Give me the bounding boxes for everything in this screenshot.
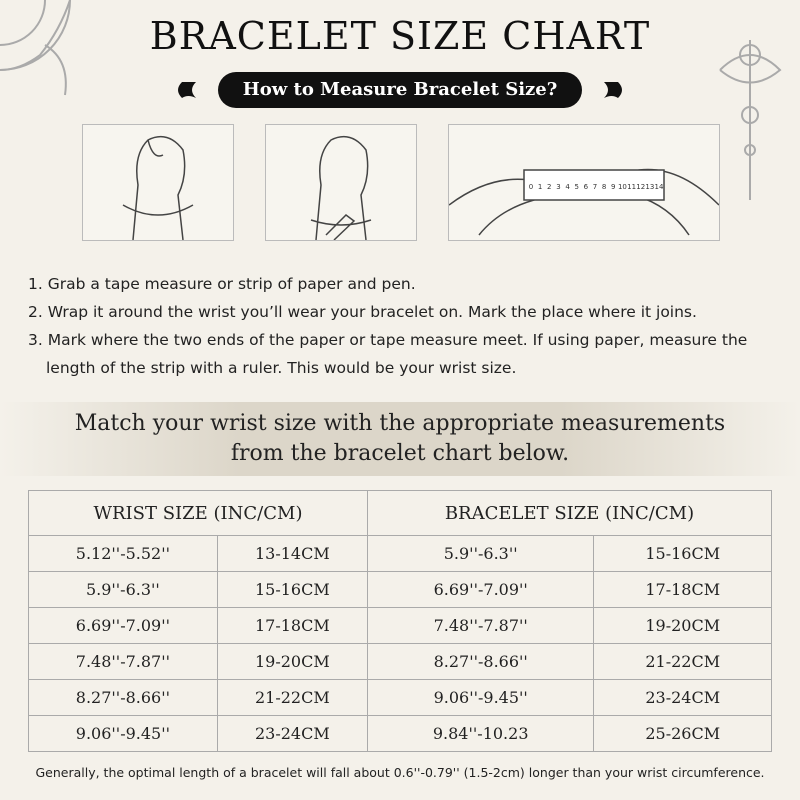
table-cell: 19-20CM [216,643,368,680]
ruler-label: 14 [655,183,664,191]
banner: Match your wrist size with the appropria… [0,402,800,476]
step: 3. Mark where the two ends of the paper … [28,331,748,377]
footnote: Generally, the optimal length of a brace… [35,765,765,780]
table-cell: 5.9''-6.3'' [366,535,595,572]
table-cell: 5.12''-5.52'' [28,535,218,572]
table-cell: 19-20CM [593,607,772,644]
ruler-label: 9 [611,183,615,191]
subtitle: How to Measure Bracelet Size? [218,72,582,108]
ruler-label: 8 [602,183,606,191]
steps: 1. Grab a tape measure or strip of paper… [28,270,788,382]
ruler-label: 6 [584,183,589,191]
table-header: BRACELET SIZE (INC/CM) [366,490,773,536]
step: 1. Grab a tape measure or strip of paper… [28,275,416,293]
illustration [265,124,417,241]
banner-line: Match your wrist size with the appropria… [74,411,726,436]
table-cell: 6.69''-7.09'' [28,607,218,644]
size-table: WRIST SIZE (INC/CM) BRACELET SIZE (INC/C… [28,490,773,752]
table-cell: 23-24CM [593,679,772,716]
table-header: WRIST SIZE (INC/CM) [28,490,368,536]
ruler-label: 10 [618,183,627,191]
illustration [82,124,234,241]
ruler-label: 4 [565,183,570,191]
table-cell: 6.69''-7.09'' [366,571,595,608]
table-cell: 8.27''-8.66'' [28,679,218,716]
table-row: 9.06''-9.45'' 23-24CM 9.84''-10.23 25-26CM [28,715,772,752]
ruler-label: 3 [556,183,560,191]
table-cell: 8.27''-8.66'' [366,643,595,680]
ruler-label: 13 [645,183,654,191]
table-cell: 17-18CM [593,571,772,608]
table-row: 7.48''-7.87'' 19-20CM 8.27''-8.66'' 21-22CM [28,643,772,680]
table-cell: 23-24CM [216,715,368,752]
table-cell: 21-22CM [216,679,368,716]
table-cell: 15-16CM [593,535,772,572]
banner-line: from the bracelet chart below. [230,441,570,466]
illustration: 0 1 2 3 4 5 6 7 8 9 10 11 12 13 14 [448,124,720,241]
table-row: 5.9''-6.3'' 15-16CM 6.69''-7.09'' 17-18CM [28,571,772,608]
table-cell: 21-22CM [593,643,772,680]
table-cell: 7.48''-7.87'' [28,643,218,680]
ruler-label: 1 [538,183,542,191]
table-cell: 25-26CM [593,715,772,752]
step: 2. Wrap it around the wrist you’ll wear … [28,303,697,321]
table-cell: 5.9''-6.3'' [28,571,218,608]
table-cell: 9.06''-9.45'' [28,715,218,752]
title: BRACELET SIZE CHART [149,14,651,58]
ruler-label: 11 [627,183,636,191]
table-row: 5.12''-5.52'' 13-14CM 5.9''-6.3'' 15-16CM [28,535,772,572]
table-cell: 13-14CM [216,535,368,572]
table-cell: 17-18CM [216,607,368,644]
ruler-label: 7 [593,183,597,191]
table-row: 8.27''-8.66'' 21-22CM 9.06''-9.45'' 23-24CM [28,679,772,716]
table-row: 6.69''-7.09'' 17-18CM 7.48''-7.87'' 19-20CM [28,607,772,644]
ruler-label: 2 [547,183,551,191]
ruler-label: 5 [574,183,578,191]
ruler-label: 12 [636,183,645,191]
table-cell: 15-16CM [216,571,368,608]
table-cell: 9.84''-10.23 [366,715,595,752]
table-cell: 7.48''-7.87'' [366,607,595,644]
ruler-label: 0 [529,183,533,191]
table-cell: 9.06''-9.45'' [366,679,595,716]
